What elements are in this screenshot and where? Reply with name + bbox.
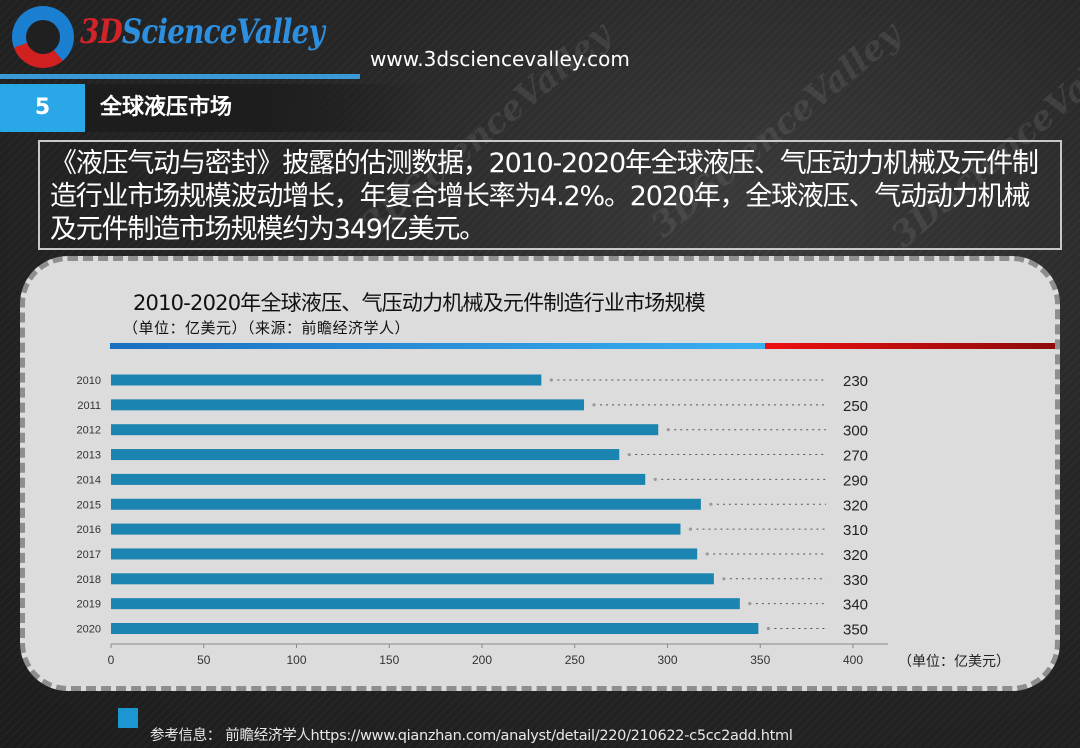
x-tick-label: 100: [286, 653, 306, 667]
y-category-label: 2015: [77, 499, 101, 511]
bar: [111, 424, 659, 436]
x-tick-label: 200: [472, 653, 492, 667]
data-label: 250: [843, 398, 868, 415]
y-category-label: 2010: [77, 375, 101, 387]
x-tick-label: 0: [108, 653, 115, 667]
bar: [111, 449, 620, 461]
bar-end-marker: [705, 552, 709, 556]
y-category-label: 2012: [77, 425, 101, 437]
data-label: 270: [843, 448, 868, 465]
data-label: 350: [843, 622, 868, 639]
data-label: 330: [843, 572, 868, 589]
chart-title: 2010-2020年全球液压、气压动力机械及元件制造行业市场规模: [133, 291, 706, 315]
bar: [111, 573, 714, 585]
title-underline-red: [765, 343, 1055, 349]
bar-end-marker: [549, 378, 553, 382]
bar: [111, 498, 701, 510]
y-category-label: 2017: [77, 549, 101, 561]
chart-panel: 2010-2020年全球液压、气压动力机械及元件制造行业市场规模 （单位：亿美元…: [20, 256, 1060, 691]
logo-wordmark: 3DScienceValley: [80, 12, 325, 52]
y-category-label: 2014: [77, 474, 101, 486]
header-divider: [0, 74, 360, 79]
description-text: 《液压气动与密封》披露的估测数据，2010-2020年全球液压、气压动力机械及元…: [38, 140, 1062, 250]
data-label: 340: [843, 597, 868, 614]
bar: [111, 473, 646, 485]
y-category-label: 2016: [77, 524, 101, 536]
bar-end-marker: [666, 428, 670, 432]
title-underline-blue: [110, 343, 765, 349]
section-title: 全球液压市场: [100, 95, 233, 120]
x-tick-label: 300: [657, 653, 677, 667]
footer-source: 参考信息： 前瞻经济学人https://www.qianzhan.com/ana…: [150, 728, 793, 744]
data-label: 320: [843, 547, 868, 564]
bar: [111, 598, 740, 610]
bar-end-marker: [709, 502, 713, 506]
bar: [111, 623, 759, 634]
y-category-label: 2011: [77, 400, 101, 412]
x-axis-label: （单位：亿美元）: [898, 654, 1010, 670]
x-tick-label: 150: [379, 653, 399, 667]
x-tick-label: 400: [843, 653, 863, 667]
logo-swirl-icon: [12, 6, 74, 68]
bar-end-marker: [722, 577, 726, 581]
data-label: 290: [843, 472, 868, 489]
x-tick-label: 50: [197, 653, 211, 667]
section-number: 5: [0, 84, 85, 132]
bar: [111, 374, 542, 386]
data-label: 320: [843, 497, 868, 514]
data-label: 310: [843, 522, 868, 539]
y-category-label: 2019: [77, 599, 101, 611]
bar-end-marker: [766, 626, 770, 631]
y-category-label: 2018: [77, 574, 101, 586]
x-tick-label: 350: [750, 653, 770, 667]
bar: [111, 523, 681, 535]
y-category-label: 2013: [77, 450, 101, 462]
bar-chart: 0 50 100 150 200 250 300 350 400 （单位：亿美元） 2010 230 2…: [77, 373, 1010, 670]
brand-logo: 3DScienceValley: [12, 6, 325, 68]
data-label: 300: [843, 423, 868, 440]
footer-marker: [118, 708, 138, 728]
bar-end-marker: [748, 602, 752, 606]
data-label: 230: [843, 373, 868, 390]
chart-subtitle: （单位：亿美元）（来源：前瞻经济学人）: [123, 319, 411, 337]
y-category-label: 2020: [77, 624, 101, 636]
bar-end-marker: [592, 403, 596, 407]
bar-end-marker: [627, 452, 631, 457]
bar-end-marker: [653, 477, 657, 481]
bar-end-marker: [688, 527, 693, 531]
site-url: www.3dsciencevalley.com: [370, 47, 630, 71]
bar: [111, 399, 585, 411]
bar: [111, 548, 698, 560]
x-tick-label: 250: [565, 653, 585, 667]
section-header: 5 全球液压市场: [0, 84, 430, 132]
